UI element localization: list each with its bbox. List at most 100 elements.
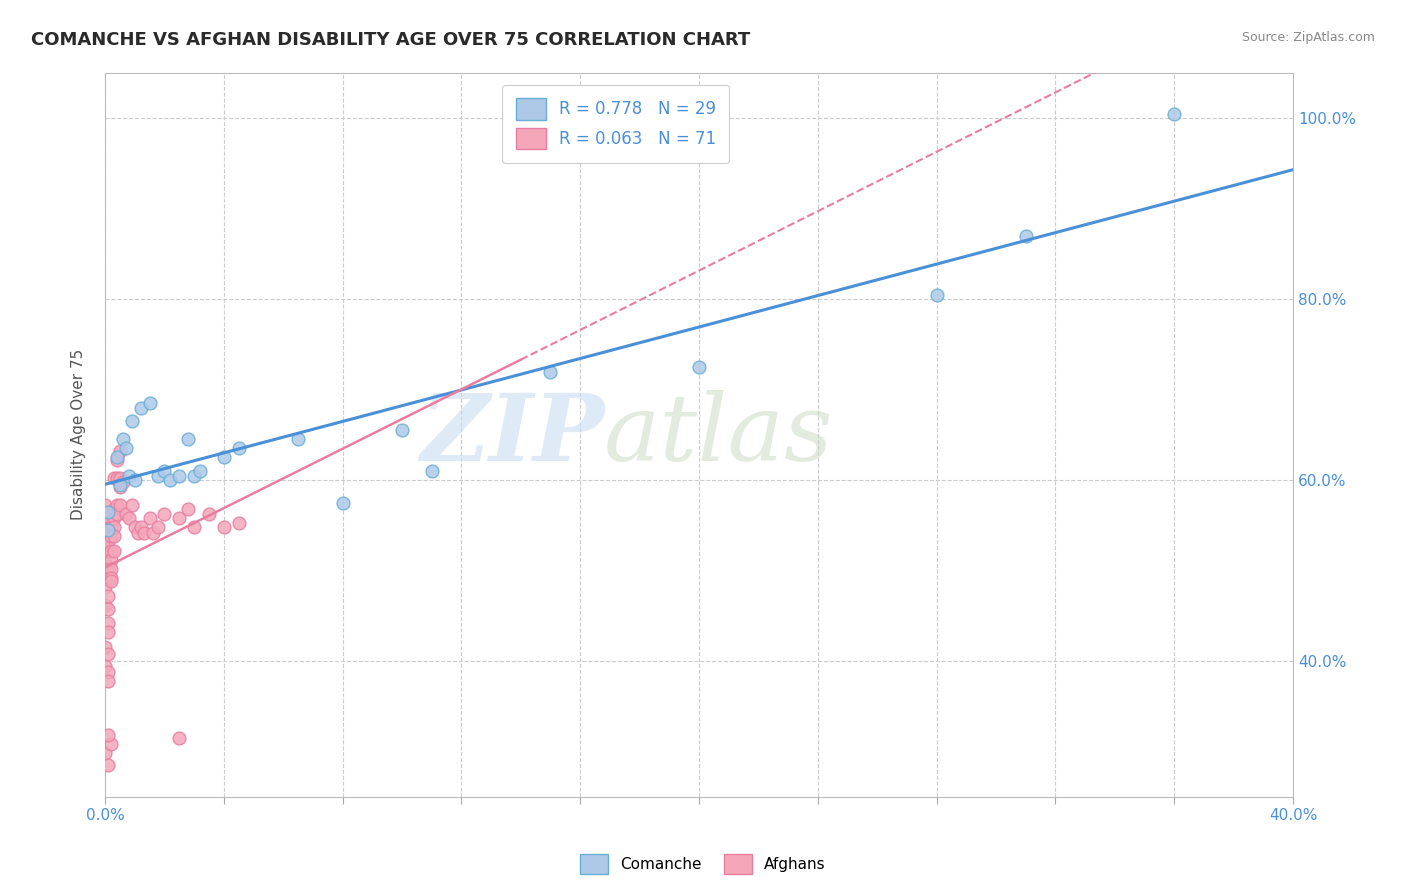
Point: [148, 520, 170, 534]
Point: [103, 543, 125, 558]
Point: [111, 433, 134, 447]
Point: [97, 562, 120, 576]
Point: [94, 568, 117, 582]
Point: [97, 615, 120, 630]
Point: [100, 737, 122, 751]
Point: [188, 464, 211, 478]
Point: [97, 647, 120, 661]
Point: [108, 480, 131, 494]
Text: atlas: atlas: [605, 390, 834, 480]
Point: [108, 471, 131, 485]
Point: [228, 442, 250, 456]
Point: [97, 665, 120, 679]
Point: [118, 511, 141, 525]
Point: [108, 444, 131, 458]
Point: [118, 468, 141, 483]
Point: [103, 471, 125, 485]
Point: [100, 574, 122, 589]
Point: [94, 523, 117, 537]
Text: COMANCHE VS AFGHAN DISABILITY AGE OVER 75 CORRELATION CHART: COMANCHE VS AFGHAN DISABILITY AGE OVER 7…: [31, 31, 751, 49]
Point: [97, 534, 120, 549]
Point: [97, 505, 120, 519]
Point: [124, 520, 146, 534]
Point: [138, 396, 160, 410]
Point: [420, 464, 443, 478]
Point: [148, 468, 170, 483]
Legend: Comanche, Afghans: Comanche, Afghans: [574, 848, 832, 880]
Point: [108, 477, 131, 491]
Point: [167, 468, 190, 483]
Y-axis label: Disability Age Over 75: Disability Age Over 75: [72, 349, 86, 520]
Point: [103, 502, 125, 516]
Point: [159, 473, 181, 487]
Point: [97, 728, 120, 742]
Point: [114, 508, 136, 522]
Point: [167, 731, 190, 745]
Point: [100, 571, 122, 585]
Point: [105, 453, 128, 467]
Point: [100, 529, 122, 543]
Text: ZIP: ZIP: [420, 390, 605, 480]
Point: [94, 499, 117, 513]
Point: [540, 364, 562, 378]
Point: [94, 509, 117, 524]
Point: [153, 464, 176, 478]
Point: [212, 520, 235, 534]
Point: [153, 508, 176, 522]
Point: [97, 589, 120, 603]
Point: [108, 499, 131, 513]
Point: [97, 758, 120, 772]
Point: [105, 499, 128, 513]
Point: [332, 496, 354, 510]
Point: [105, 471, 128, 485]
Point: [198, 508, 221, 522]
Point: [177, 502, 200, 516]
Point: [1015, 228, 1038, 243]
Point: [97, 673, 120, 688]
Point: [94, 520, 117, 534]
Point: [391, 423, 413, 437]
Text: Source: ZipAtlas.com: Source: ZipAtlas.com: [1241, 31, 1375, 45]
Point: [141, 525, 163, 540]
Point: [94, 598, 117, 612]
Point: [105, 450, 128, 465]
Point: [124, 473, 146, 487]
Point: [94, 564, 117, 578]
Point: [105, 508, 128, 522]
Point: [97, 543, 120, 558]
Point: [228, 516, 250, 531]
Point: [138, 511, 160, 525]
Point: [925, 287, 948, 301]
Point: [114, 442, 136, 456]
Point: [94, 580, 117, 594]
Point: [100, 552, 122, 566]
Legend: R = 0.778   N = 29, R = 0.063   N = 71: R = 0.778 N = 29, R = 0.063 N = 71: [502, 85, 730, 162]
Point: [129, 401, 152, 415]
Point: [97, 571, 120, 585]
Point: [103, 529, 125, 543]
Point: [127, 525, 149, 540]
Point: [111, 475, 134, 489]
Point: [94, 640, 117, 655]
Point: [97, 521, 120, 535]
Point: [97, 601, 120, 615]
Point: [121, 414, 143, 428]
Point: [94, 556, 117, 570]
Point: [688, 359, 710, 374]
Point: [132, 525, 155, 540]
Point: [94, 514, 117, 528]
Point: [121, 499, 143, 513]
Point: [183, 468, 205, 483]
Point: [94, 746, 117, 760]
Point: [94, 658, 117, 673]
Point: [100, 520, 122, 534]
Point: [103, 520, 125, 534]
Point: [97, 529, 120, 543]
Point: [1163, 106, 1185, 120]
Point: [167, 511, 190, 525]
Point: [97, 516, 120, 531]
Point: [100, 562, 122, 576]
Point: [97, 523, 120, 537]
Point: [129, 520, 152, 534]
Point: [177, 433, 200, 447]
